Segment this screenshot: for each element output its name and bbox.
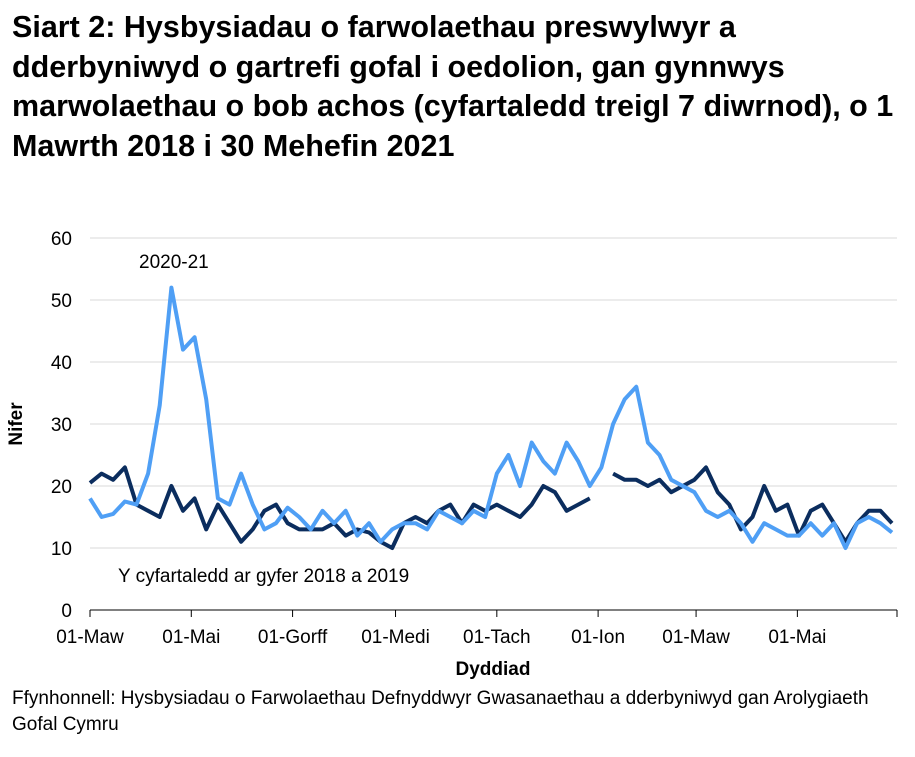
series-line-average-2018-2019 [88, 465, 894, 550]
x-tick-label: 01-Gorff [258, 627, 328, 648]
y-tick-label: 40 [51, 353, 72, 374]
y-axis-label: Nifer [6, 402, 27, 446]
x-tick-label: 01-Maw [56, 627, 124, 648]
x-tick-label: 01-Mai [768, 627, 826, 648]
x-tick-label: 01-Tach [463, 627, 531, 648]
annotation-average: Y cyfartaledd ar gyfer 2018 a 2019 [118, 566, 409, 587]
y-tick-label: 30 [51, 415, 72, 436]
x-tick-label: 01-Ion [571, 627, 625, 648]
x-axis-label: Dyddiad [456, 659, 531, 680]
source-note: Ffynhonnell: Hysbysiadau o Farwolaethau … [12, 688, 869, 735]
y-tick-label: 20 [51, 477, 72, 498]
y-tick-label: 60 [51, 229, 72, 250]
y-tick-label: 0 [61, 601, 72, 622]
x-tick-label: 01-Mai [162, 627, 220, 648]
series-line-2020-21 [88, 285, 894, 550]
chart-title: Siart 2: Hysbysiadau o farwolaethau pres… [12, 10, 894, 163]
y-tick-label: 10 [51, 539, 72, 560]
series-lines [88, 285, 894, 550]
x-tick-label: 01-Maw [662, 627, 730, 648]
x-tick-label: 01-Medi [361, 627, 430, 648]
gridlines [90, 237, 897, 549]
y-tick-labels: 0 10 20 30 40 50 60 [51, 229, 72, 622]
y-tick-label: 50 [51, 291, 72, 312]
annotation-2020-21: 2020-21 [139, 252, 209, 273]
x-tick-labels: 01-Maw 01-Mai 01-Gorff 01-Medi 01-Tach 01-Ion… [56, 610, 898, 648]
